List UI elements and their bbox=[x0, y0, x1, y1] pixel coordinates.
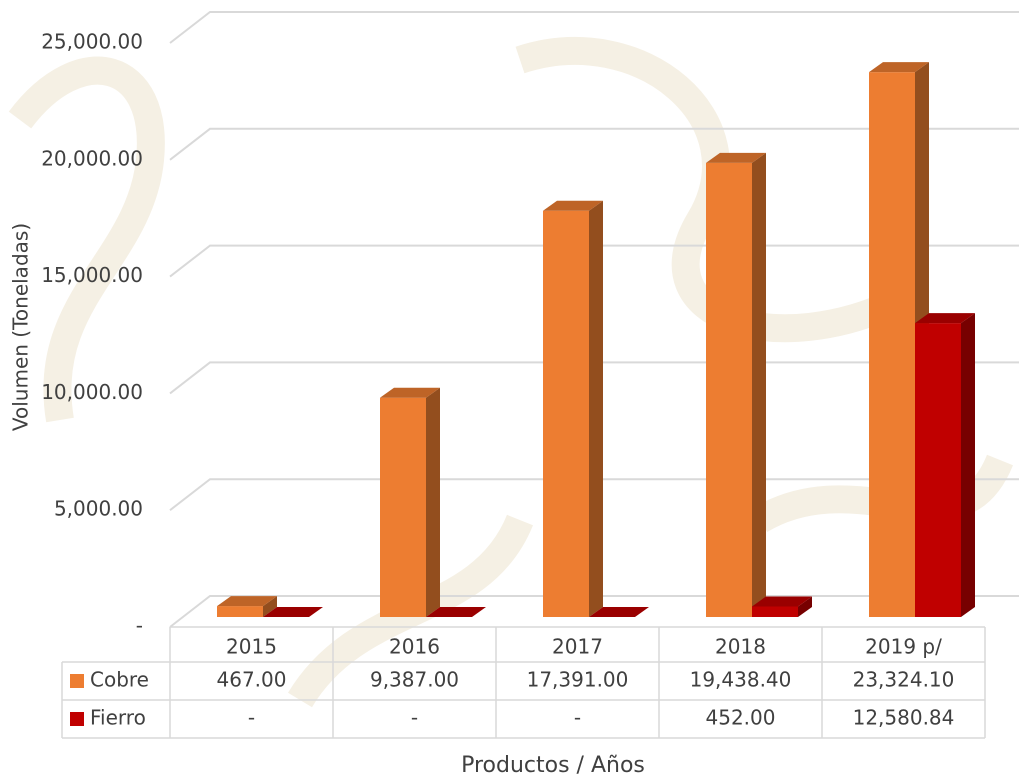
grid-line bbox=[169, 11, 1019, 44]
bar bbox=[543, 210, 589, 617]
bar-top bbox=[589, 607, 649, 617]
grid-line bbox=[169, 127, 1019, 161]
y-tick-label: 25,000.00 bbox=[41, 30, 143, 54]
bar-top bbox=[752, 596, 812, 607]
bar bbox=[217, 606, 263, 617]
legend-label: Cobre bbox=[90, 668, 149, 692]
table-value: 9,387.00 bbox=[370, 668, 459, 692]
bar-top bbox=[869, 62, 929, 73]
legend-swatch bbox=[70, 712, 84, 726]
x-tick-label: 2017 bbox=[552, 635, 603, 659]
bar bbox=[915, 323, 961, 617]
bar-top bbox=[543, 200, 603, 211]
y-tick-label: 5,000.00 bbox=[54, 497, 143, 521]
table-value: - bbox=[574, 706, 581, 730]
bar-top bbox=[380, 387, 440, 398]
bar bbox=[706, 162, 752, 617]
bar bbox=[380, 397, 426, 617]
y-tick-label: 15,000.00 bbox=[41, 263, 143, 287]
x-tick-label: 2019 p/ bbox=[865, 635, 942, 659]
data-table: 2015 467.00 - 2016 9,387.00 - 2017 17,391.00 - 20… bbox=[61, 626, 986, 739]
bar bbox=[752, 606, 798, 617]
bar-top bbox=[915, 313, 975, 324]
table-value: 12,580.84 bbox=[853, 706, 955, 730]
table-value: 452.00 bbox=[706, 706, 776, 730]
y-tick-label: 20,000.00 bbox=[41, 146, 143, 170]
table-value: 17,391.00 bbox=[527, 668, 629, 692]
bar-top bbox=[217, 596, 277, 607]
table-value: - bbox=[248, 706, 255, 730]
table-value: - bbox=[411, 706, 418, 730]
bar-side bbox=[961, 313, 975, 617]
bar-side bbox=[798, 596, 812, 617]
bar-top bbox=[263, 607, 323, 617]
bar bbox=[869, 72, 915, 617]
legend-label: Fierro bbox=[90, 706, 146, 730]
legend-swatch bbox=[70, 674, 84, 688]
table-value: 19,438.40 bbox=[690, 668, 792, 692]
bar-side bbox=[589, 200, 603, 617]
bar-top bbox=[426, 607, 486, 617]
background-pattern bbox=[8, 36, 1013, 708]
bar-side bbox=[752, 152, 766, 617]
x-tick-label: 2015 bbox=[226, 635, 277, 659]
table-value: 23,324.10 bbox=[853, 668, 955, 692]
bar-side bbox=[263, 596, 277, 617]
y-tick-label: 10,000.00 bbox=[41, 380, 143, 404]
y-tick-label: - bbox=[136, 614, 143, 638]
bar-side bbox=[426, 387, 440, 617]
bars bbox=[217, 62, 975, 617]
x-tick-label: 2016 bbox=[389, 635, 440, 659]
y-axis-title: Volumen (Toneladas) bbox=[9, 223, 33, 431]
table-value: 467.00 bbox=[217, 668, 287, 692]
x-axis-title: Productos / Años bbox=[461, 753, 645, 778]
x-tick-label: 2018 bbox=[715, 635, 766, 659]
bar-top bbox=[706, 152, 766, 163]
